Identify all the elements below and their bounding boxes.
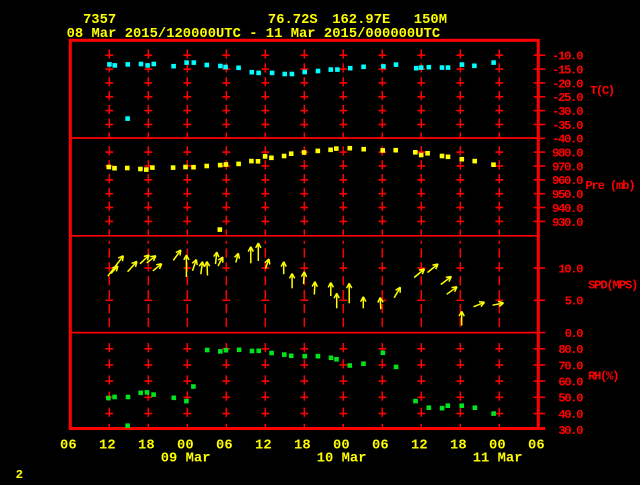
svg-text:940.0: 940.0 (552, 202, 584, 216)
svg-text:-30.0: -30.0 (552, 105, 584, 119)
svg-text:10.0: 10.0 (558, 263, 583, 277)
svg-text:-15.0: -15.0 (552, 64, 584, 78)
svg-text:06: 06 (372, 438, 389, 453)
svg-text:0.0: 0.0 (565, 327, 584, 341)
svg-text:76.72S: 76.72S (268, 13, 318, 28)
svg-text:18: 18 (138, 438, 155, 453)
svg-text:06: 06 (216, 438, 233, 453)
svg-text:SPD(MPS): SPD(MPS) (588, 278, 638, 292)
svg-text:30.0: 30.0 (558, 424, 583, 438)
svg-text:-20.0: -20.0 (552, 77, 584, 91)
svg-text:60.0: 60.0 (558, 376, 583, 390)
svg-text:7357: 7357 (83, 13, 116, 28)
svg-text:06: 06 (528, 438, 545, 453)
svg-text:-35.0: -35.0 (552, 119, 584, 133)
svg-text:50.0: 50.0 (558, 392, 583, 406)
svg-text:930.0: 930.0 (552, 216, 584, 230)
svg-text:06: 06 (60, 438, 77, 453)
svg-text:40.0: 40.0 (558, 408, 583, 422)
svg-text:09 Mar: 09 Mar (161, 451, 211, 466)
svg-text:80.0: 80.0 (558, 343, 583, 357)
svg-text:18: 18 (294, 438, 311, 453)
svg-text:RH(%): RH(%) (588, 369, 620, 383)
svg-text:12: 12 (99, 438, 116, 453)
svg-text:T(C): T(C) (590, 84, 615, 98)
svg-text:70.0: 70.0 (558, 359, 583, 373)
svg-text:980.0: 980.0 (552, 147, 584, 161)
svg-text:12: 12 (411, 438, 428, 453)
svg-text:08 Mar 2015/120000UTC - 11 Mar: 08 Mar 2015/120000UTC - 11 Mar 2015/0000… (67, 26, 441, 42)
svg-text:10 Mar: 10 Mar (317, 451, 367, 466)
svg-text:-25.0: -25.0 (552, 91, 584, 105)
svg-text:18: 18 (450, 438, 467, 453)
svg-text:5.0: 5.0 (565, 295, 584, 309)
svg-text:960.0: 960.0 (552, 174, 584, 188)
svg-text:Pre (mb): Pre (mb) (585, 179, 635, 193)
svg-text:150M: 150M (414, 13, 447, 28)
svg-text:11 Mar: 11 Mar (473, 451, 523, 466)
svg-text:2: 2 (16, 468, 23, 480)
svg-text:12: 12 (255, 438, 272, 453)
svg-text:-40.0: -40.0 (552, 133, 584, 147)
svg-text:162.97E: 162.97E (332, 13, 390, 28)
svg-text:970.0: 970.0 (552, 160, 584, 174)
svg-text:-10.0: -10.0 (552, 50, 584, 64)
svg-text:950.0: 950.0 (552, 188, 584, 202)
